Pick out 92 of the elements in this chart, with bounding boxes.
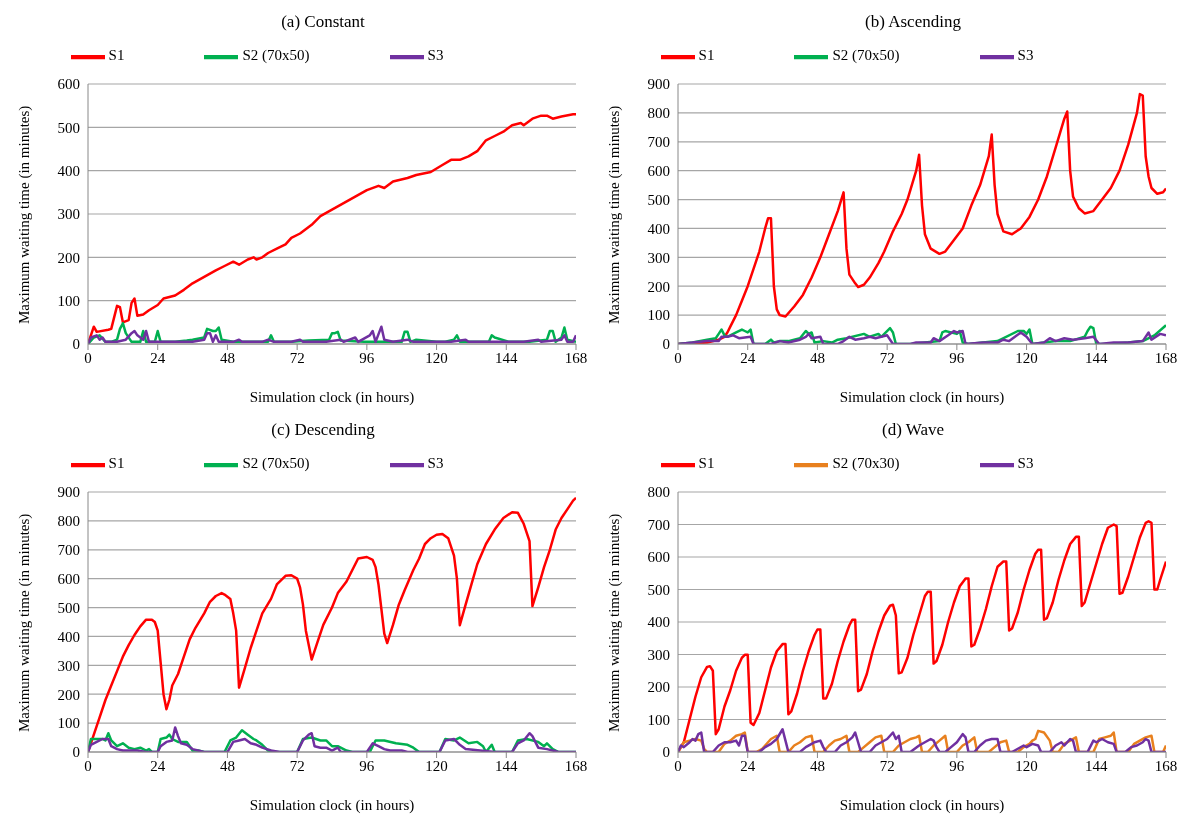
chart-title: (a) Constant (280, 12, 366, 32)
y-tick-label: 500 (647, 581, 670, 598)
y-tick-label: 200 (57, 249, 80, 266)
x-tick-label: 0 (674, 349, 682, 366)
x-tick-label: 72 (879, 757, 895, 774)
y-tick-label: 600 (647, 549, 670, 566)
y-tick-label: 200 (647, 679, 670, 696)
x-tick-label: 168 (1154, 349, 1178, 366)
legend-label: S1 (108, 455, 125, 472)
x-tick-label: 168 (564, 349, 588, 366)
x-tick-label: 168 (564, 757, 588, 774)
y-tick-label: 900 (647, 76, 670, 93)
y-tick-label: 600 (57, 76, 80, 93)
x-tick-label: 72 (289, 349, 305, 366)
y-tick-label: 900 (57, 484, 80, 501)
x-tick-label: 96 (359, 757, 375, 774)
y-tick-label: 400 (57, 162, 80, 179)
y-tick-label: 0 (72, 744, 80, 761)
x-tick-label: 0 (84, 349, 92, 366)
legend-label: S1 (698, 455, 715, 472)
legend-label: S1 (108, 47, 125, 64)
y-tick-label: 600 (57, 570, 80, 587)
x-tick-label: 48 (809, 349, 825, 366)
y-tick-label: 800 (647, 105, 670, 122)
y-tick-label: 400 (647, 220, 670, 237)
y-tick-label: 100 (57, 292, 80, 309)
x-tick-label: 168 (1154, 757, 1178, 774)
y-tick-label: 500 (647, 191, 670, 208)
y-tick-label: 400 (647, 614, 670, 631)
chart-title: (d) Wave (880, 420, 945, 440)
y-tick-label: 100 (647, 307, 670, 324)
chart-title: (c) Descending (270, 420, 376, 440)
legend-label: S2 (70x50) (832, 47, 900, 64)
y-tick-label: 700 (647, 516, 670, 533)
x-tick-label: 24 (150, 349, 166, 366)
y-tick-label: 100 (57, 715, 80, 732)
x-tick-label: 72 (289, 757, 305, 774)
x-tick-label: 48 (219, 757, 235, 774)
x-tick-label: 120 (425, 757, 448, 774)
x-tick-label: 96 (359, 349, 375, 366)
x-axis-title: Simulation clock (in hours) (839, 797, 1005, 814)
y-tick-label: 300 (647, 646, 670, 663)
x-axis-title: Simulation clock (in hours) (839, 389, 1005, 406)
legend-label: S2 (70x50) (242, 47, 310, 64)
y-axis-title: Maximum waiting time (in minutes) (606, 105, 624, 324)
y-tick-label: 500 (57, 119, 80, 136)
y-tick-label: 600 (647, 162, 670, 179)
x-tick-label: 120 (425, 349, 448, 366)
x-tick-label: 48 (809, 757, 825, 774)
x-tick-label: 120 (1015, 757, 1038, 774)
y-tick-label: 0 (72, 336, 80, 353)
x-tick-label: 144 (495, 349, 519, 366)
y-tick-label: 200 (647, 278, 670, 295)
y-axis-title: Maximum waiting time (in minutes) (16, 513, 34, 732)
y-tick-label: 500 (57, 599, 80, 616)
x-tick-label: 24 (740, 349, 756, 366)
legend-label: S3 (427, 47, 444, 64)
legend-label: S3 (1017, 455, 1034, 472)
y-tick-label: 700 (57, 542, 80, 559)
x-tick-label: 96 (949, 757, 965, 774)
x-tick-label: 24 (150, 757, 166, 774)
x-axis-title: Simulation clock (in hours) (249, 797, 415, 814)
x-tick-label: 72 (879, 349, 895, 366)
y-tick-label: 700 (647, 134, 670, 151)
y-tick-label: 800 (647, 484, 670, 501)
y-axis-title: Maximum waiting time (in minutes) (16, 105, 34, 324)
x-tick-label: 120 (1015, 349, 1038, 366)
x-tick-label: 144 (1085, 349, 1109, 366)
x-tick-label: 0 (84, 757, 92, 774)
y-tick-label: 300 (57, 206, 80, 223)
y-tick-label: 300 (57, 657, 80, 674)
x-tick-label: 48 (219, 349, 235, 366)
legend-label: S2 (70x50) (242, 455, 310, 472)
y-tick-label: 100 (647, 711, 670, 728)
y-tick-label: 200 (57, 686, 80, 703)
y-axis-title: Maximum waiting time (in minutes) (606, 513, 624, 732)
x-axis-title: Simulation clock (in hours) (249, 389, 415, 406)
legend-label: S3 (427, 455, 444, 472)
x-tick-label: 0 (674, 757, 682, 774)
chart-title: (b) Ascending (864, 12, 962, 32)
y-tick-label: 300 (647, 249, 670, 266)
x-tick-label: 96 (949, 349, 965, 366)
legend-label: S1 (698, 47, 715, 64)
x-tick-label: 24 (740, 757, 756, 774)
x-tick-label: 144 (495, 757, 519, 774)
y-tick-label: 400 (57, 628, 80, 645)
legend-label: S2 (70x30) (832, 455, 900, 472)
legend-label: S3 (1017, 47, 1034, 64)
y-tick-label: 0 (662, 336, 670, 353)
x-tick-label: 144 (1085, 757, 1109, 774)
y-tick-label: 800 (57, 513, 80, 530)
y-tick-label: 0 (662, 744, 670, 761)
